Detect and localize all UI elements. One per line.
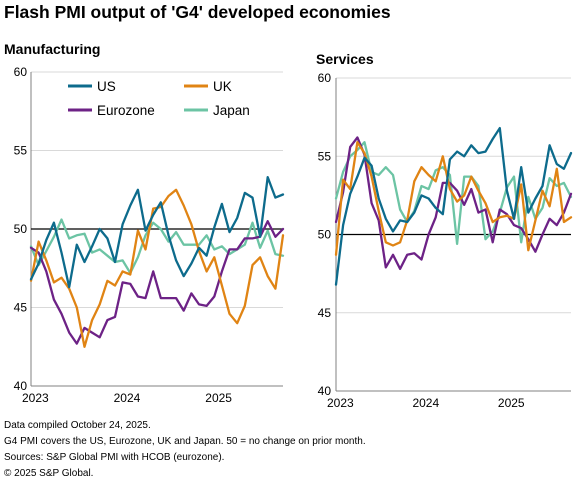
manufacturing-x-tick-label: 2024 xyxy=(114,391,141,405)
manufacturing-x-tick-label: 2023 xyxy=(22,391,49,405)
manufacturing-series-uk xyxy=(29,188,285,348)
services-series-uk xyxy=(334,141,573,256)
services-series-us xyxy=(334,126,573,286)
legend-label-uk: UK xyxy=(213,79,232,94)
chart-legend: US UK Eurozone Japan xyxy=(68,79,250,118)
footer-note-copyright: © 2025 S&P Global. xyxy=(4,468,94,479)
footer-note-coverage: G4 PMI covers the US, Eurozone, UK and J… xyxy=(4,436,366,447)
services-x-tick-label: 2025 xyxy=(498,396,525,410)
services-y-tick-label: 45 xyxy=(318,306,332,320)
services-series-eurozone xyxy=(334,136,573,271)
footer-note-date: Data compiled October 24, 2025. xyxy=(4,420,151,431)
manufacturing-y-tick-label: 50 xyxy=(14,222,28,236)
manufacturing-series-japan xyxy=(29,218,285,275)
manufacturing-y-tick-label: 60 xyxy=(14,65,28,79)
manufacturing-panel-title: Manufacturing xyxy=(4,41,101,57)
services-x-tick-label: 2023 xyxy=(327,396,354,410)
manufacturing-y-tick-label: 45 xyxy=(14,301,28,315)
services-chart: 40 45 50 55 60 2023 2024 2025 xyxy=(318,71,573,410)
manufacturing-y-tick-label: 55 xyxy=(14,144,28,158)
manufacturing-chart: 40 45 50 55 60 2023 2024 2025 US UK Eurozone Japan xyxy=(14,65,285,405)
manufacturing-x-tick-label: 2025 xyxy=(205,391,232,405)
services-y-tick-label: 60 xyxy=(318,71,332,85)
legend-label-eurozone: Eurozone xyxy=(97,103,155,118)
footer-note-sources: Sources: S&P Global PMI with HCOB (euroz… xyxy=(4,452,225,463)
services-panel-title: Services xyxy=(316,51,374,67)
manufacturing-series-eurozone xyxy=(29,220,285,345)
page-title: Flash PMI output of 'G4' developed econo… xyxy=(4,2,391,22)
manufacturing-y-tick-label: 40 xyxy=(14,379,28,393)
services-x-tick-label: 2024 xyxy=(412,396,439,410)
services-y-tick-label: 40 xyxy=(318,384,332,398)
legend-label-japan: Japan xyxy=(213,103,250,118)
services-y-tick-label: 55 xyxy=(318,149,332,163)
legend-label-us: US xyxy=(97,79,116,94)
manufacturing-series-us xyxy=(29,176,285,289)
services-y-tick-label: 50 xyxy=(318,228,332,242)
